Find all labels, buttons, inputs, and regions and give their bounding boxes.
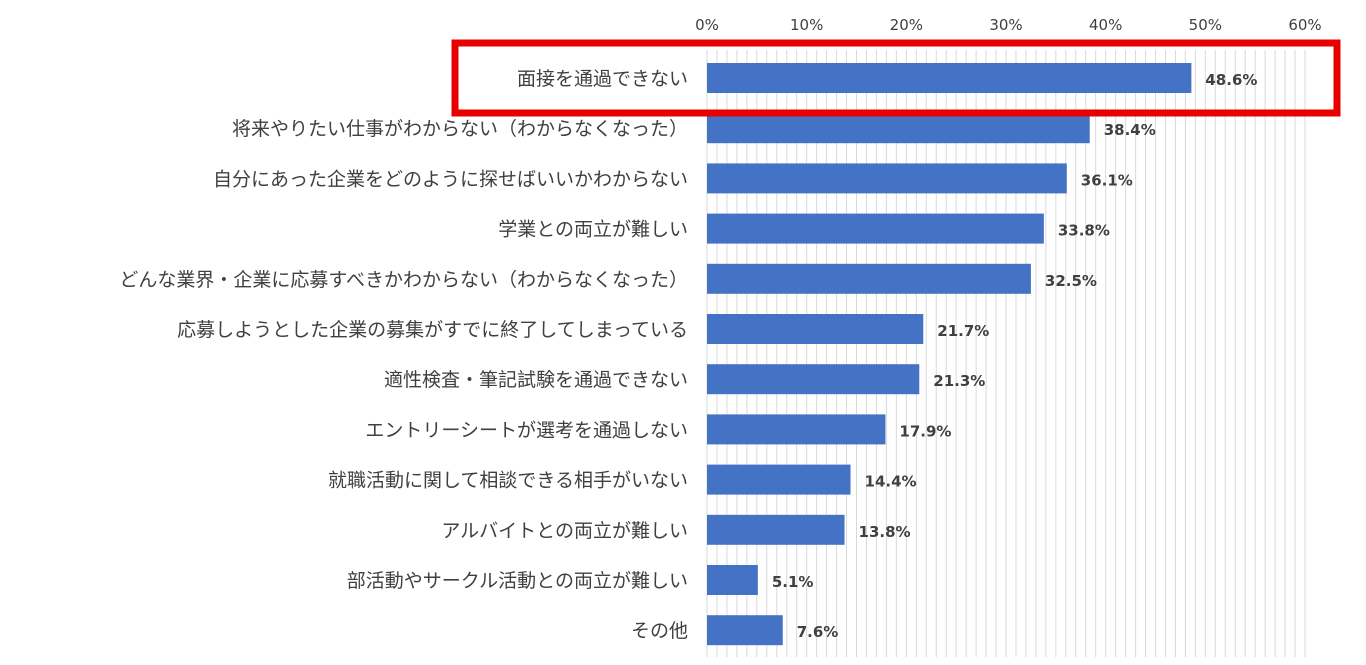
data-label: 5.1%	[772, 573, 814, 591]
bar	[707, 364, 920, 395]
x-tick-label: 20%	[890, 16, 923, 34]
bar	[707, 615, 783, 646]
bar	[707, 163, 1067, 194]
data-label: 13.8%	[859, 523, 911, 541]
x-tick-label: 30%	[989, 16, 1022, 34]
bar	[707, 464, 851, 495]
category-label: 部活動やサークル活動との両立が難しい	[347, 570, 688, 592]
x-tick-label: 50%	[1189, 16, 1222, 34]
bar	[707, 514, 845, 545]
highlight-box	[451, 39, 1341, 117]
data-label: 32.5%	[1045, 272, 1097, 290]
x-tick-label: 10%	[790, 16, 823, 34]
bar	[707, 565, 758, 595]
data-label: 38.4%	[1104, 121, 1156, 139]
gridlines	[706, 50, 1306, 657]
bars: 面接を通過できない 48.6% 将来やりたい仕事がわからない（わからなくなった） 38…	[119, 63, 1257, 646]
category-label: 面接を通過できない	[517, 68, 688, 90]
data-label: 33.8%	[1058, 222, 1110, 240]
bar	[707, 263, 1031, 294]
data-label: 7.6%	[797, 623, 839, 641]
category-label: 応募しようとした企業の募集がすでに終了してしまっている	[177, 319, 688, 341]
category-label: アルバイトとの両立が難しい	[441, 520, 688, 542]
category-label: 適性検査・筆記試験を通過できない	[384, 369, 688, 391]
data-label: 21.7%	[937, 322, 989, 340]
data-label: 17.9%	[899, 422, 951, 440]
x-tick-label: 40%	[1089, 16, 1122, 34]
category-label: その他	[631, 620, 688, 642]
category-label: 自分にあった企業をどのように探せばいいかわからない	[213, 168, 688, 190]
category-label: エントリーシートが選考を通過しない	[365, 419, 688, 441]
bar	[707, 213, 1044, 244]
x-tick-label: 60%	[1288, 16, 1321, 34]
bar	[707, 113, 1090, 144]
bar	[707, 63, 1192, 93]
data-label: 48.6%	[1205, 71, 1257, 89]
category-label: どんな業界・企業に応募すべきかわからない（わからなくなった）	[119, 269, 688, 291]
category-label: 学業との両立が難しい	[498, 219, 688, 241]
x-tick-label: 0%	[695, 16, 719, 34]
category-label: 就職活動に関して相談できる相手がいない	[328, 470, 688, 492]
bar	[707, 414, 886, 445]
x-axis-ticks: 0% 10% 20% 30% 40% 50% 60%	[695, 16, 1322, 34]
data-label: 36.1%	[1081, 171, 1133, 189]
bar	[707, 314, 924, 344]
data-label: 14.4%	[865, 473, 917, 491]
data-label: 21.3%	[933, 372, 985, 390]
category-label: 将来やりたい仕事がわからない（わからなくなった）	[232, 118, 688, 140]
